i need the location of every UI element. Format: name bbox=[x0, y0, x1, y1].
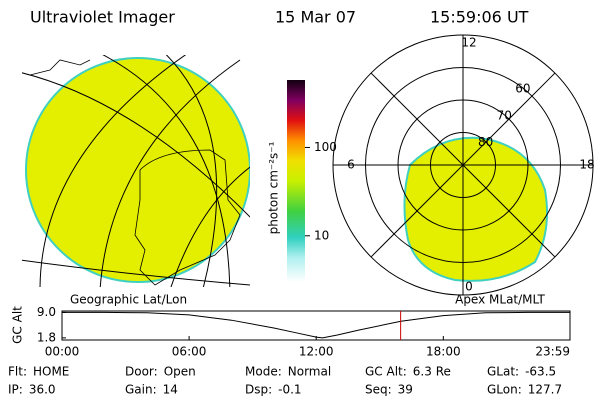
status-label: Gain: bbox=[125, 383, 157, 397]
status-label: IP: bbox=[8, 383, 23, 397]
y-tick-label: 1.8 bbox=[37, 330, 56, 344]
status-label: Flt: bbox=[8, 365, 27, 379]
title: Ultraviolet Imager bbox=[30, 8, 175, 27]
plot-frame bbox=[61, 310, 571, 341]
date: 15 Mar 07 bbox=[275, 8, 356, 27]
status-label: GLon: bbox=[487, 383, 522, 397]
colorbar-label: photon cm⁻²s⁻¹ bbox=[267, 141, 281, 234]
colorbar-tick-label: 100 bbox=[314, 140, 337, 154]
status-value: 36.0 bbox=[29, 383, 56, 397]
polar-diagonal bbox=[370, 72, 556, 258]
right-panel-label: Apex MLat/MLT bbox=[455, 293, 545, 307]
y-tick-label: 9.0 bbox=[37, 305, 56, 319]
status-value: 6.3 Re bbox=[413, 365, 451, 379]
x-tick-label: 18:00 bbox=[426, 345, 461, 359]
mlt-label: 18 bbox=[579, 158, 594, 172]
status-value: -0.1 bbox=[278, 383, 301, 397]
colorbar bbox=[287, 80, 305, 282]
status-value: 39 bbox=[398, 383, 413, 397]
plot-ylabel: GC Alt bbox=[11, 306, 25, 344]
time: 15:59:06 UT bbox=[430, 8, 529, 27]
mlt-label: 6 bbox=[347, 158, 355, 172]
lat-label: 60 bbox=[515, 82, 530, 96]
status-label: GC Alt: bbox=[365, 365, 407, 379]
mlt-label: 12 bbox=[461, 36, 476, 50]
mlt-label: 0 bbox=[465, 280, 473, 294]
status-label: GLat: bbox=[487, 365, 519, 379]
status-value: HOME bbox=[33, 365, 69, 379]
colorbar-tick-label: 10 bbox=[314, 228, 329, 242]
status-label: Dsp: bbox=[245, 383, 272, 397]
status-value: 127.7 bbox=[528, 383, 562, 397]
status-label: Seq: bbox=[365, 383, 392, 397]
status-value: Open bbox=[164, 365, 196, 379]
altitude-line bbox=[62, 311, 570, 339]
status-label: Door: bbox=[125, 365, 158, 379]
left-panel-label: Geographic Lat/Lon bbox=[70, 293, 187, 307]
status-value: 14 bbox=[163, 383, 178, 397]
status-value: -63.5 bbox=[525, 365, 556, 379]
polar-image bbox=[403, 136, 548, 282]
lat-label: 70 bbox=[497, 108, 512, 122]
status-value: Normal bbox=[288, 365, 331, 379]
x-tick-label: 12:00 bbox=[299, 345, 334, 359]
x-tick-label: 00:00 bbox=[45, 345, 80, 359]
x-tick-label: 06:00 bbox=[172, 345, 207, 359]
x-tick-label: 23:59 bbox=[535, 345, 570, 359]
status-label: Mode: bbox=[245, 365, 282, 379]
geographic-image bbox=[22, 55, 250, 287]
